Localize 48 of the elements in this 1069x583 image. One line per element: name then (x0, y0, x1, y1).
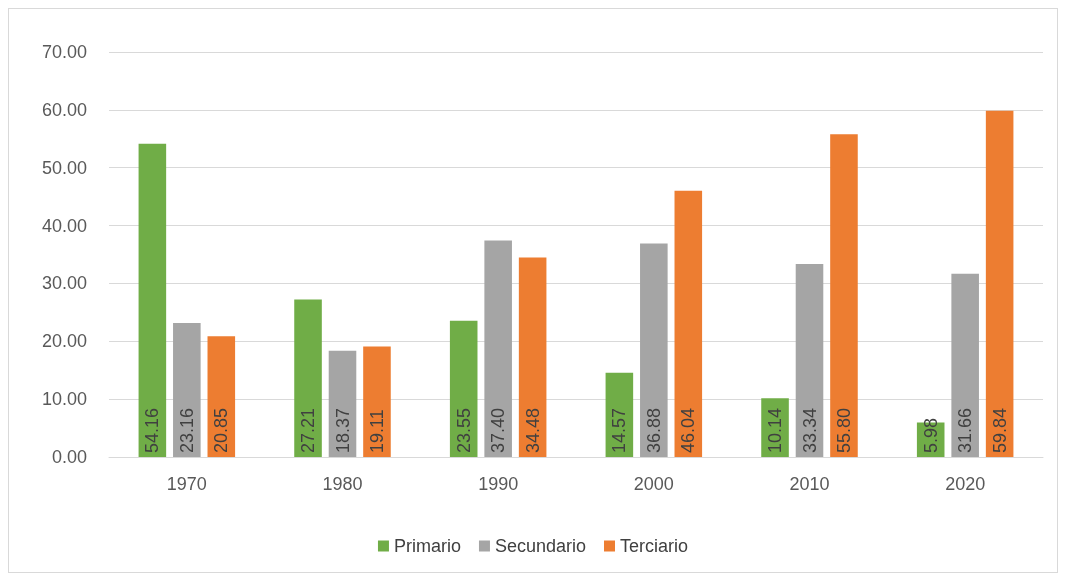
y-tick-label: 60.00 (41, 99, 87, 120)
data-label: 54.16 (142, 407, 163, 453)
data-label: 31.66 (955, 407, 976, 453)
legend-label: Primario (393, 536, 461, 556)
bar (830, 134, 858, 457)
bar (138, 143, 167, 457)
bar (363, 346, 391, 457)
data-label: 23.55 (453, 407, 474, 453)
bar (449, 320, 478, 457)
data-label: 19.11 (366, 409, 387, 453)
data-label: 5.98 (920, 417, 941, 453)
bar (173, 323, 201, 457)
data-label: 27.21 (298, 407, 319, 453)
data-label: 37.40 (488, 407, 509, 453)
y-tick-label: 70.00 (41, 42, 87, 62)
x-tick-label: 2020 (945, 474, 986, 494)
x-tick-label: 2010 (789, 474, 830, 494)
data-label: 10.14 (765, 407, 786, 453)
bar (795, 264, 824, 457)
x-tick-label: 2000 (633, 474, 674, 494)
bar (640, 243, 668, 457)
y-tick-label: 50.00 (41, 157, 87, 178)
y-tick-label: 0.00 (51, 447, 87, 467)
legend-label: Secundario (494, 536, 587, 556)
data-label: 33.34 (799, 407, 820, 453)
data-label: 23.16 (176, 407, 197, 453)
bar (951, 273, 979, 457)
bar (294, 299, 322, 457)
bar (518, 257, 547, 457)
bar (674, 190, 703, 457)
data-label: 34.48 (522, 407, 543, 453)
data-label: 14.57 (609, 407, 630, 453)
data-label: 36.88 (643, 407, 664, 453)
data-label: 59.84 (989, 407, 1010, 453)
data-label: 20.85 (211, 407, 232, 453)
legend-label: Terciario (620, 536, 689, 556)
y-tick-label: 20.00 (41, 331, 87, 352)
x-tick-label: 1980 (322, 474, 363, 494)
bar (985, 110, 1014, 457)
y-tick-label: 40.00 (41, 215, 87, 236)
data-label: 18.37 (332, 407, 353, 453)
y-tick-label: 30.00 (41, 273, 87, 294)
data-label: 46.04 (678, 407, 699, 453)
x-tick-label: 1990 (478, 474, 519, 494)
bar (484, 240, 512, 457)
y-tick-label: 10.00 (41, 389, 87, 410)
data-label: 55.80 (833, 407, 854, 453)
x-tick-label: 1970 (166, 474, 207, 494)
